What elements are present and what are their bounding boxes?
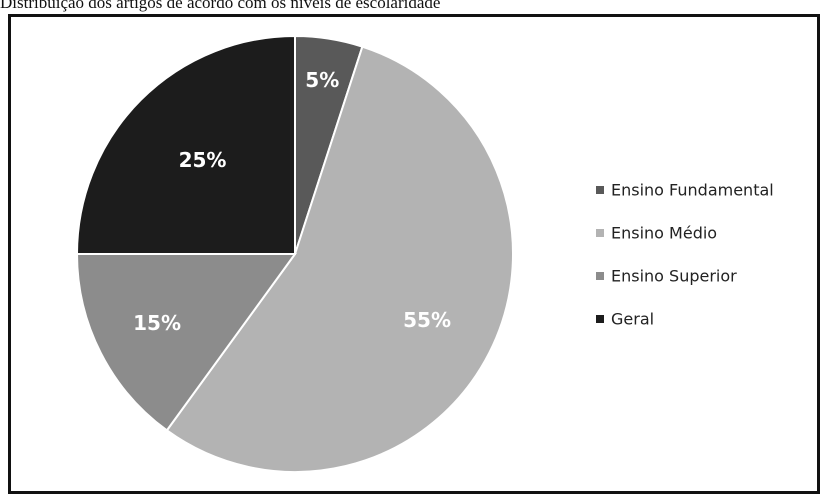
pie-slices (75, 34, 514, 473)
slice-label-geral: 25% (179, 148, 227, 172)
slice-label-ensino-superior: 15% (133, 311, 181, 335)
legend-label-ensino-fundamental: Ensino Fundamental (611, 181, 774, 200)
legend-label-geral: Geral (611, 310, 654, 329)
legend: Ensino Fundamental Ensino Médio Ensino Sup… (596, 181, 774, 329)
pie-slice-ensino-medio (165, 45, 514, 473)
slice-label-ensino-fundamental: 5% (305, 68, 339, 92)
pie-slice-ensino-superior (75, 253, 297, 432)
pie-slice-labels: 5% 55% 15% 25% (133, 68, 451, 335)
slice-label-ensino-medio: 55% (403, 308, 451, 332)
pie-slice-geral (75, 34, 296, 255)
legend-swatch-geral (596, 315, 604, 323)
legend-swatch-ensino-superior (596, 272, 604, 280)
legend-swatch-ensino-fundamental (596, 186, 604, 194)
chart-title: Distribuição dos artigos de acordo com o… (0, 0, 441, 12)
legend-label-ensino-medio: Ensino Médio (611, 224, 717, 243)
legend-swatch-ensino-medio (596, 229, 604, 237)
legend-label-ensino-superior: Ensino Superior (611, 267, 737, 286)
